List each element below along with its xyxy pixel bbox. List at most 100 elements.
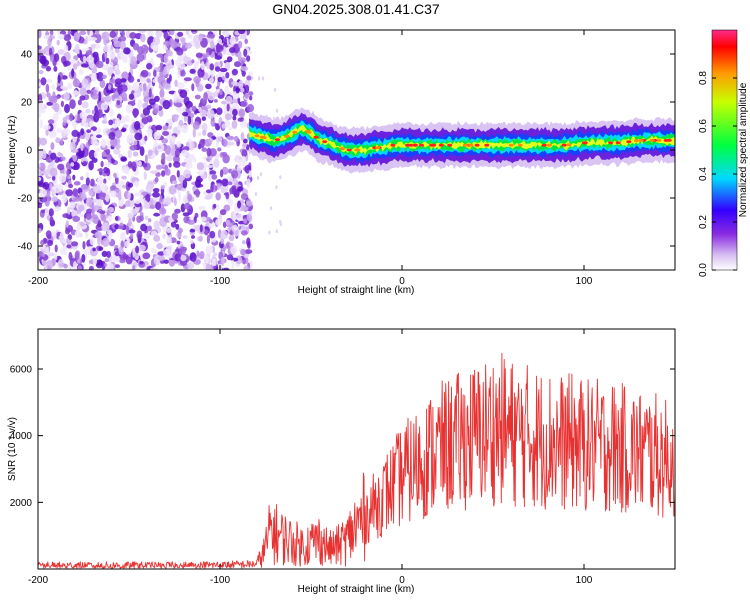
noise-speckle bbox=[228, 78, 234, 88]
noise-speckle bbox=[200, 174, 207, 179]
ridge-peak bbox=[438, 143, 444, 147]
noise-speckle bbox=[198, 33, 203, 42]
noise-speckle bbox=[176, 240, 181, 245]
noise-speckle bbox=[50, 96, 58, 104]
noise-speckle bbox=[191, 105, 197, 112]
noise-speckle bbox=[133, 180, 140, 187]
noise-speckle bbox=[177, 31, 184, 37]
noise-speckle bbox=[238, 80, 244, 89]
noise-speckle bbox=[209, 170, 217, 176]
ridge-peak bbox=[633, 139, 639, 143]
noise-speckle bbox=[114, 176, 119, 185]
noise-speckle bbox=[179, 37, 186, 43]
noise-speckle bbox=[149, 267, 158, 270]
noise-speckle bbox=[73, 32, 80, 42]
noise-speckle bbox=[240, 248, 247, 256]
noise-speckle bbox=[125, 104, 134, 114]
noise-speckle bbox=[248, 223, 254, 230]
noise-speckle bbox=[179, 70, 186, 77]
noise-speckle bbox=[114, 78, 123, 85]
noise-speckle bbox=[98, 246, 104, 251]
noise-speckles bbox=[38, 30, 283, 270]
snr-series-line bbox=[38, 352, 675, 569]
noise-speckle bbox=[142, 102, 147, 109]
noise-speckle bbox=[150, 230, 158, 237]
noise-speckle bbox=[72, 261, 78, 270]
noise-speckle bbox=[254, 192, 258, 197]
noise-speckle bbox=[100, 138, 107, 148]
y-tick-label: 4000 bbox=[10, 431, 33, 442]
noise-speckle bbox=[96, 134, 102, 139]
noise-speckle bbox=[234, 61, 242, 68]
y-tick-label: 0 bbox=[26, 146, 32, 157]
noise-speckle bbox=[78, 204, 85, 212]
noise-speckle bbox=[66, 206, 71, 215]
noise-speckle bbox=[85, 212, 92, 221]
noise-speckle bbox=[57, 151, 62, 157]
noise-speckle bbox=[45, 79, 53, 83]
noise-speckle bbox=[248, 91, 254, 96]
noise-speckle bbox=[38, 55, 41, 60]
noise-speckle bbox=[103, 178, 107, 184]
noise-speckle bbox=[100, 212, 105, 220]
noise-speckle bbox=[62, 116, 68, 123]
noise-speckle bbox=[77, 99, 82, 106]
noise-speckle bbox=[143, 232, 151, 239]
noise-speckle bbox=[63, 91, 70, 101]
noise-speckle bbox=[73, 122, 77, 131]
noise-speckle bbox=[133, 109, 138, 119]
noise-speckle bbox=[261, 76, 265, 81]
noise-speckle bbox=[207, 92, 216, 101]
noise-speckle bbox=[189, 228, 196, 233]
noise-speckle bbox=[108, 131, 116, 140]
noise-speckle bbox=[117, 225, 125, 230]
ridge-peak bbox=[462, 143, 468, 147]
noise-speckle bbox=[174, 79, 178, 88]
noise-speckle bbox=[114, 117, 121, 128]
noise-speckle bbox=[38, 244, 44, 249]
noise-speckle bbox=[162, 125, 169, 131]
noise-speckle bbox=[92, 214, 98, 220]
noise-speckle bbox=[223, 36, 227, 46]
noise-speckle bbox=[72, 188, 78, 197]
noise-speckle bbox=[63, 128, 71, 135]
noise-speckle bbox=[113, 40, 122, 48]
noise-speckle bbox=[85, 108, 91, 114]
noise-speckle bbox=[229, 186, 238, 195]
ridge-peak bbox=[484, 143, 490, 147]
noise-speckle bbox=[211, 261, 217, 267]
noise-speckle bbox=[93, 204, 99, 212]
noise-speckle bbox=[116, 100, 121, 106]
ridge-peak bbox=[405, 143, 410, 147]
noise-speckle bbox=[139, 146, 145, 157]
colorbar-tick-label: 0.4 bbox=[698, 167, 709, 181]
noise-speckle bbox=[178, 174, 185, 183]
noise-speckle bbox=[92, 247, 96, 252]
noise-speckle bbox=[198, 235, 203, 242]
noise-speckle bbox=[91, 93, 99, 100]
noise-speckle bbox=[155, 201, 162, 210]
noise-speckle bbox=[127, 75, 135, 83]
noise-speckle bbox=[123, 97, 128, 102]
noise-speckle bbox=[152, 188, 160, 193]
noise-speckle bbox=[137, 99, 142, 110]
noise-speckle bbox=[170, 30, 175, 36]
noise-speckle bbox=[109, 53, 116, 60]
ridge-peak bbox=[561, 143, 567, 147]
noise-speckle bbox=[98, 210, 106, 215]
noise-speckle bbox=[134, 132, 143, 141]
noise-speckle bbox=[49, 30, 54, 36]
noise-speckle bbox=[74, 230, 82, 238]
noise-speckle bbox=[240, 132, 245, 141]
noise-speckle bbox=[179, 63, 186, 69]
noise-speckle bbox=[241, 149, 248, 158]
noise-speckle bbox=[114, 68, 121, 76]
noise-speckle bbox=[243, 265, 250, 270]
noise-speckle bbox=[163, 248, 171, 257]
noise-speckle bbox=[72, 215, 81, 222]
noise-speckle bbox=[101, 64, 110, 71]
noise-speckle bbox=[69, 141, 76, 152]
noise-speckle bbox=[115, 129, 122, 139]
noise-speckle bbox=[220, 256, 225, 266]
noise-speckle bbox=[233, 135, 239, 142]
